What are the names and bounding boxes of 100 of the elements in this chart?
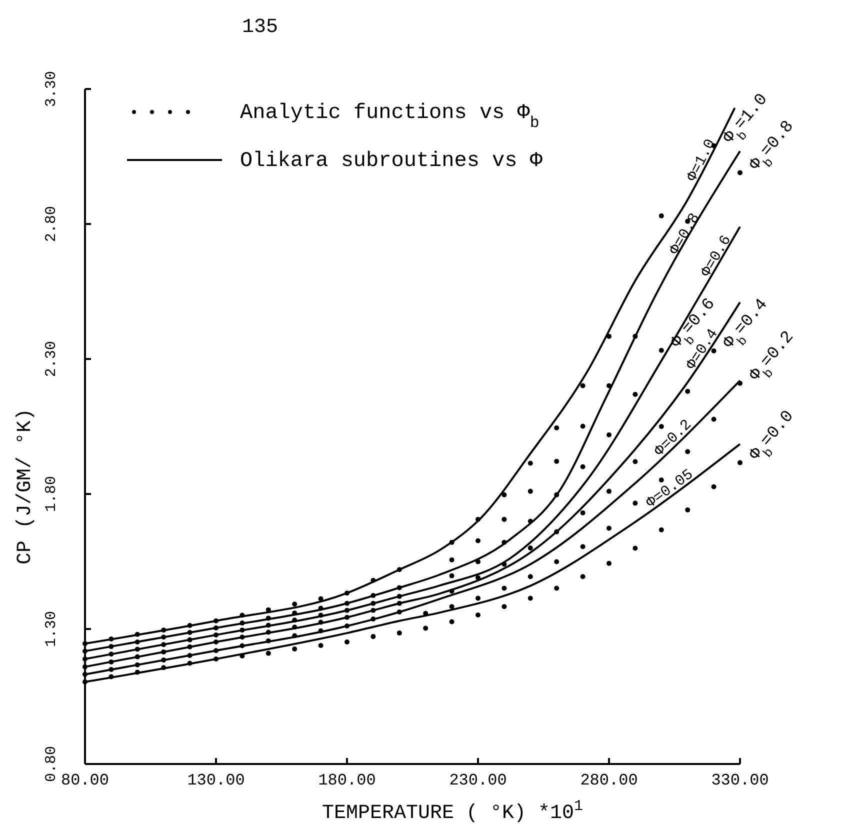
point (187, 660, 192, 666)
point (266, 616, 271, 621)
point (632, 459, 638, 464)
x-tick-label: 80.00 (60, 772, 110, 790)
point (554, 458, 560, 464)
point (396, 594, 402, 599)
point (82, 641, 88, 646)
point (738, 380, 742, 386)
point (187, 652, 192, 658)
point (292, 602, 298, 607)
point (370, 608, 376, 613)
point (214, 632, 218, 638)
point (632, 334, 638, 339)
point (134, 670, 140, 675)
point (370, 616, 376, 622)
point (528, 574, 533, 580)
point (554, 529, 560, 534)
point (738, 460, 742, 466)
point (266, 638, 271, 644)
point (396, 630, 402, 636)
point (82, 664, 88, 670)
point (449, 540, 454, 545)
point (580, 383, 586, 388)
point (134, 654, 140, 660)
point (292, 624, 298, 630)
point (449, 619, 454, 624)
point (449, 588, 454, 594)
point (318, 612, 324, 618)
line-series (84, 380, 741, 676)
point (685, 507, 690, 512)
point (134, 646, 140, 652)
point (161, 628, 166, 633)
point (292, 633, 298, 638)
point (606, 334, 612, 339)
point (528, 488, 533, 494)
point (292, 610, 298, 616)
x-tick-label: 180.00 (318, 772, 376, 790)
y-tick-label: 2.80 (43, 206, 60, 242)
point (214, 648, 218, 654)
point (187, 637, 192, 642)
point (214, 618, 218, 624)
point (214, 656, 218, 662)
point (187, 630, 192, 636)
point (370, 593, 376, 598)
point (214, 639, 218, 644)
point (606, 488, 612, 494)
point (476, 596, 480, 601)
point (108, 644, 114, 650)
point (240, 620, 245, 626)
x-tick-label: 280.00 (580, 772, 638, 790)
point (476, 612, 480, 618)
point (580, 464, 586, 470)
point (318, 628, 324, 634)
point (82, 648, 88, 654)
point (685, 388, 690, 394)
point (344, 590, 350, 596)
point (711, 484, 716, 490)
point (449, 604, 454, 610)
point (240, 634, 245, 640)
point (161, 649, 166, 654)
point (396, 609, 402, 614)
point (502, 586, 507, 591)
point (318, 620, 324, 625)
x-tick-label: 130.00 (187, 772, 245, 790)
point (396, 600, 402, 606)
point (82, 672, 88, 677)
point (266, 630, 271, 635)
point (240, 612, 245, 618)
point (108, 659, 114, 664)
y-tick-label: 1.30 (43, 610, 60, 648)
point (476, 575, 480, 580)
point (502, 604, 507, 610)
point (370, 634, 376, 640)
point (187, 622, 192, 628)
point (528, 596, 533, 601)
annotation: Analytic functions vs Φ$_{b}$ (240, 102, 540, 132)
point (606, 526, 612, 531)
y-tick-label: 3.30 (43, 70, 60, 108)
point (344, 614, 350, 620)
x-tick-label: 230.00 (449, 772, 507, 790)
point (580, 574, 586, 580)
point (554, 425, 560, 430)
x-tick-label: 330.00 (711, 772, 769, 790)
point (266, 607, 271, 612)
point (396, 585, 402, 590)
point (528, 546, 533, 550)
point (449, 557, 454, 562)
point (266, 622, 271, 628)
point (632, 546, 638, 551)
point (108, 667, 114, 672)
point (266, 650, 271, 656)
point (580, 544, 586, 550)
point (108, 636, 114, 642)
point (344, 639, 350, 644)
y-tick-label: 0.80 (43, 746, 60, 782)
point (528, 460, 533, 466)
point (554, 559, 560, 564)
point (554, 492, 560, 498)
y-tick-label: 1.80 (43, 476, 60, 512)
point (580, 424, 586, 429)
